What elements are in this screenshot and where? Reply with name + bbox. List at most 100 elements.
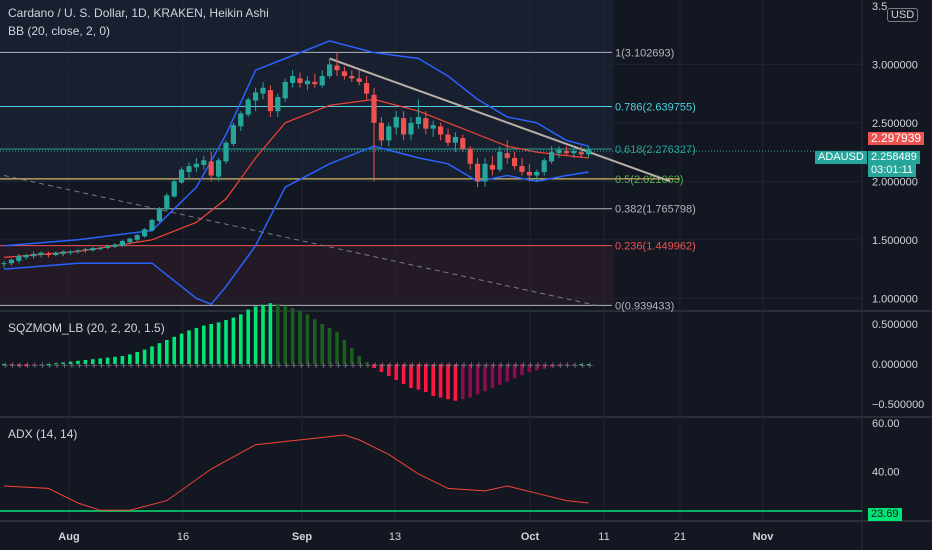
sqz-cross: +: [76, 361, 84, 371]
candle-body: [312, 81, 318, 85]
sqz-bar: [342, 340, 347, 364]
sqz-cross: +: [290, 361, 298, 371]
price-axis-label: 1.000000: [872, 293, 918, 305]
sqz-cross: +: [335, 361, 343, 371]
sqz-cross: +: [298, 361, 306, 371]
sqz-bar: [520, 364, 524, 376]
sqz-cross: +: [520, 361, 528, 371]
sqz-bar: [268, 303, 273, 364]
candle-body: [475, 163, 481, 182]
candle-body: [378, 122, 384, 141]
sqz-cross: +: [564, 361, 572, 371]
sqz-bar: [39, 364, 43, 365]
sqz-cross: +: [409, 361, 417, 371]
sqz-bar: [157, 343, 162, 364]
bollinger-bands: [3, 40, 589, 306]
sqz-cross: +: [142, 361, 150, 371]
fib-level-label: 1(3.102693): [615, 47, 674, 59]
adx-legend[interactable]: ADX (14, 14): [8, 427, 78, 441]
sqz-cross: +: [246, 361, 254, 371]
sqz-bar: [535, 364, 539, 371]
sqz-bar: [475, 364, 480, 395]
candle-body: [119, 240, 125, 246]
sqzmom-legend[interactable]: SQZMOM_LB (20, 2, 20, 1.5): [8, 321, 165, 335]
sqz-bar: [83, 360, 88, 364]
sqz-bar: [527, 364, 532, 372]
candle-body: [208, 161, 214, 176]
candle-body: [23, 255, 29, 258]
sqz-bar: [46, 364, 51, 365]
candle-body: [8, 259, 14, 264]
candle-body: [452, 136, 458, 143]
sqz-cross: +: [216, 361, 224, 371]
sqz-bar: [9, 364, 14, 366]
sqz-bar: [31, 364, 36, 366]
trendline: [329, 57, 671, 183]
candle-body: [334, 65, 340, 71]
fib-zone-lower: [0, 245, 614, 306]
sqz-bar: [76, 360, 80, 364]
sqz-bar: [357, 356, 361, 364]
sqz-bar: [187, 330, 191, 364]
sqz-bar: [113, 356, 117, 364]
symbol-title[interactable]: Cardano / U. S. Dollar, 1D, KRAKEN, Heik…: [8, 6, 269, 20]
candle-body: [408, 122, 414, 135]
candle-body: [578, 152, 584, 155]
candle-body: [193, 163, 199, 168]
candle-body: [31, 253, 37, 257]
sqz-bar: [231, 317, 236, 364]
sqz-bar: [253, 306, 258, 364]
sqz-cross: +: [98, 361, 106, 371]
sqz-bar: [379, 364, 384, 372]
candle-body: [571, 150, 577, 154]
sqz-bar: [98, 358, 102, 364]
candle-body: [260, 87, 266, 94]
candle-body: [423, 118, 429, 129]
candle-body: [290, 76, 296, 84]
sqz-bar: [564, 364, 569, 366]
sqz-bar: [498, 364, 502, 385]
sqz-bar: [2, 364, 6, 365]
sqz-cross: +: [453, 361, 461, 371]
bb-legend[interactable]: BB (20, close, 2, 0): [8, 24, 111, 38]
sqz-cross: +: [446, 361, 454, 371]
fib-level-label: 0(0.939433): [615, 300, 674, 312]
sqz-cross: +: [261, 361, 269, 371]
fib-level-label: 0.786(2.639755): [615, 101, 696, 113]
candle-body: [349, 76, 355, 79]
adx-axis-label: 60.00: [872, 418, 900, 430]
sqz-bar: [290, 308, 295, 364]
sqz-cross: +: [120, 361, 128, 371]
sqz-cross: +: [497, 361, 505, 371]
sqz-bar: [194, 328, 199, 364]
candle-body: [267, 90, 273, 112]
candle-body: [38, 252, 44, 256]
sqz-cross: +: [586, 361, 594, 371]
currency-button[interactable]: USD: [887, 8, 919, 22]
fib-level-label: 0.5(2.021063): [615, 174, 684, 186]
sqz-cross: +: [275, 361, 283, 371]
sqz-cross: +: [253, 361, 261, 371]
sqz-bar: [327, 328, 332, 364]
sqz-cross: +: [468, 361, 476, 371]
sqz-cross: +: [24, 361, 32, 371]
sqz-bar: [572, 364, 576, 365]
sqz-cross: +: [164, 361, 172, 371]
candle-body: [216, 160, 222, 177]
candle-body: [105, 245, 111, 248]
sqz-bar: [586, 364, 591, 365]
sqz-bar: [438, 364, 443, 398]
sqz-bar: [542, 364, 546, 369]
candle-body: [45, 253, 51, 256]
sqz-axis-label: 0.000000: [872, 359, 918, 371]
candle-body: [16, 256, 22, 261]
candle-body: [82, 249, 88, 251]
candle-body: [364, 83, 370, 94]
sqz-bar: [261, 304, 265, 364]
candle-body: [586, 149, 592, 155]
candle-body: [90, 248, 96, 251]
sqz-cross: +: [150, 361, 158, 371]
time-axis-label: 21: [674, 531, 686, 543]
sqz-cross: +: [135, 361, 143, 371]
